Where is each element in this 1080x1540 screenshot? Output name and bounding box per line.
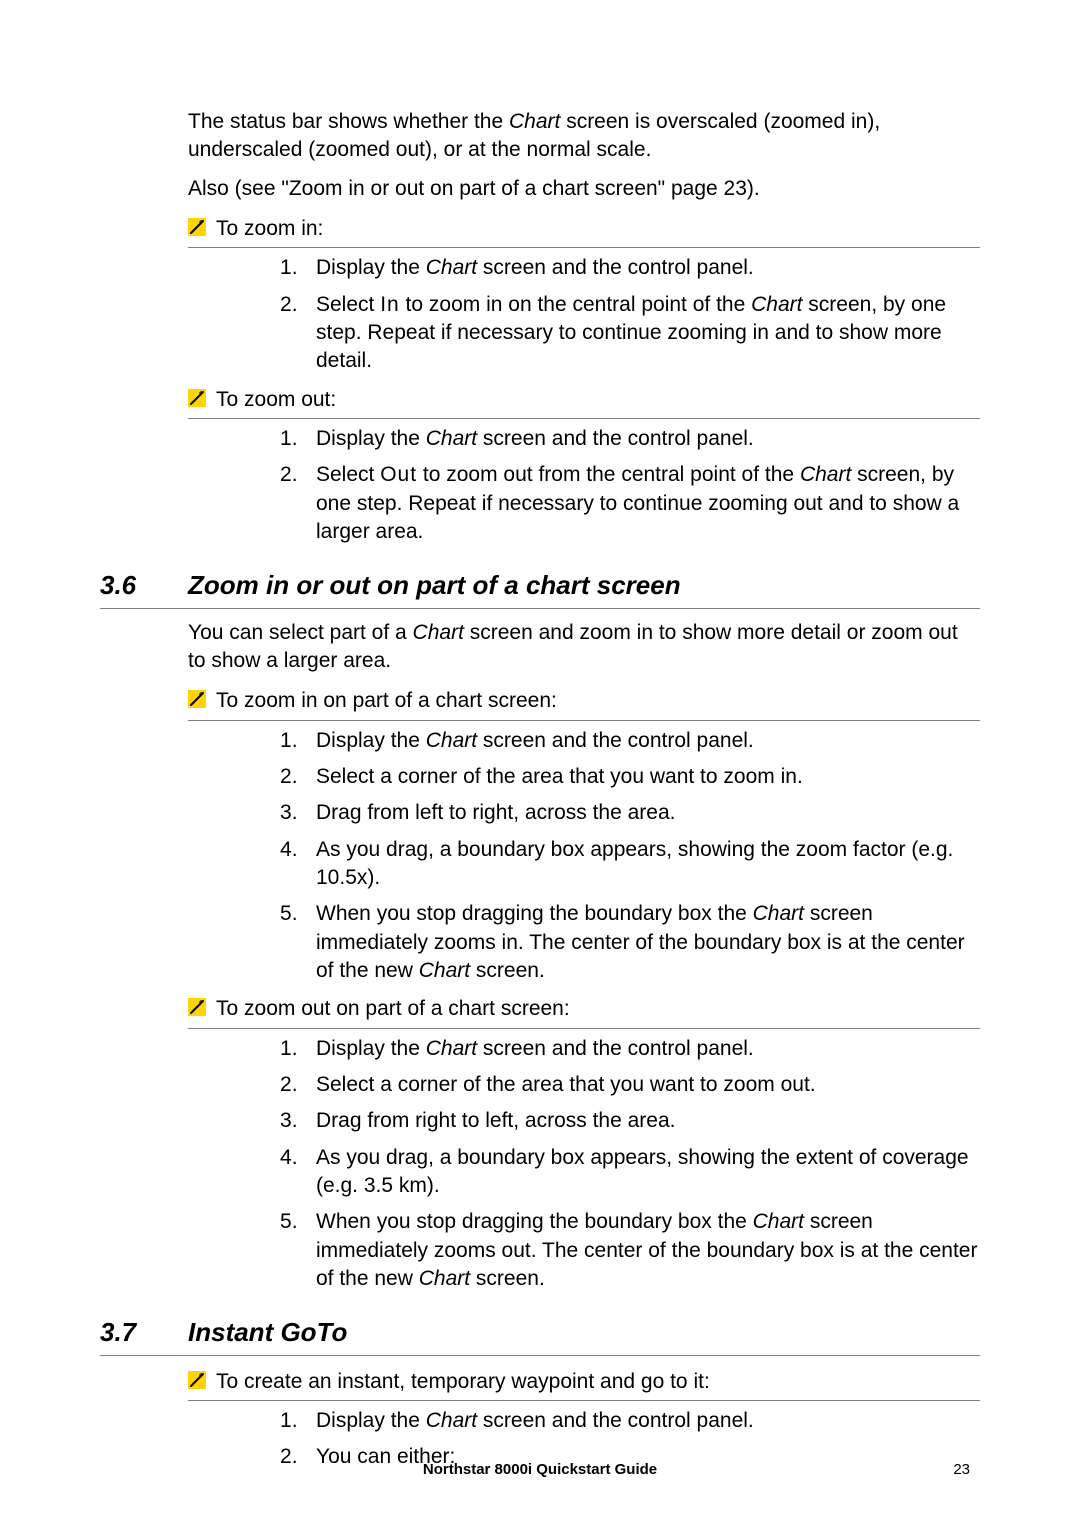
chart-term: Chart: [426, 729, 477, 752]
footer-title: Northstar 8000i Quickstart Guide: [0, 1460, 1080, 1480]
procedure-heading: To zoom out:: [188, 384, 980, 419]
section-3-6: 3.6 Zoom in or out on part of a chart sc…: [188, 568, 980, 1293]
step: Display the Chart screen and the control…: [280, 254, 980, 282]
text: When you stop dragging the boundary box …: [316, 1210, 753, 1233]
chart-term: Chart: [753, 902, 804, 925]
text: screen and the control panel.: [477, 427, 754, 450]
step-list: Display the Chart screen and the control…: [188, 1035, 980, 1294]
procedure-title: To create an instant, temporary waypoint…: [216, 1368, 980, 1396]
step: As you drag, a boundary box appears, sho…: [280, 1144, 980, 1201]
intro-paragraph-2: Also (see "Zoom in or out on part of a c…: [188, 175, 980, 203]
intro-paragraph-1: The status bar shows whether the Chart s…: [188, 108, 980, 165]
text: Display the: [316, 729, 426, 752]
step: As you drag, a boundary box appears, sho…: [280, 836, 980, 893]
step-list: Display the Chart screen and the control…: [188, 254, 980, 375]
section-3-7: 3.7 Instant GoTo To create an instant, t…: [188, 1315, 980, 1471]
procedure-title: To zoom in on part of a chart screen:: [216, 687, 980, 715]
text: Display the: [316, 1409, 426, 1432]
text: You can select part of a: [188, 621, 413, 644]
step: Drag from right to left, across the area…: [280, 1107, 980, 1135]
procedure-title: To zoom out:: [216, 386, 980, 414]
text: screen.: [470, 959, 545, 982]
ui-label-out: Out: [380, 463, 417, 486]
chart-term: Chart: [413, 621, 464, 644]
section-number: 3.6: [100, 568, 188, 603]
step: When you stop dragging the boundary box …: [280, 1208, 980, 1293]
section-heading: 3.6 Zoom in or out on part of a chart sc…: [100, 568, 980, 608]
procedure-heading: To zoom out on part of a chart screen:: [188, 993, 980, 1028]
chart-term: Chart: [426, 1037, 477, 1060]
section-intro: You can select part of a Chart screen an…: [188, 619, 980, 676]
section-number: 3.7: [100, 1315, 188, 1350]
wand-icon: [188, 998, 206, 1016]
wand-icon: [188, 218, 206, 236]
text: Select: [316, 293, 380, 316]
step: Select Out to zoom out from the central …: [280, 461, 980, 546]
text: screen and the control panel.: [477, 1409, 754, 1432]
chart-term: Chart: [419, 959, 470, 982]
wand-icon: [188, 1371, 206, 1389]
wand-icon: [188, 690, 206, 708]
chart-term: Chart: [426, 427, 477, 450]
procedure-heading: To zoom in:: [188, 213, 980, 248]
step-list: Display the Chart screen and the control…: [188, 425, 980, 546]
wand-icon: [188, 389, 206, 407]
step-list: Display the Chart screen and the control…: [188, 727, 980, 986]
text: The status bar shows whether the: [188, 110, 509, 133]
step: Display the Chart screen and the control…: [280, 425, 980, 453]
page-number: 23: [953, 1460, 970, 1480]
text: screen and the control panel.: [477, 1037, 754, 1060]
step: Display the Chart screen and the control…: [280, 1407, 980, 1435]
text: Display the: [316, 427, 426, 450]
ui-label-in: In: [380, 293, 400, 316]
text: to zoom in on the central point of the: [400, 293, 751, 316]
text: screen.: [470, 1267, 545, 1290]
procedure-zoom-out: To zoom out: Display the Chart screen an…: [188, 384, 980, 547]
step: Select a corner of the area that you wan…: [280, 763, 980, 791]
text: screen and the control panel.: [477, 729, 754, 752]
text: Select: [316, 463, 380, 486]
step: Select In to zoom in on the central poin…: [280, 291, 980, 376]
section-title: Instant GoTo: [188, 1315, 347, 1350]
chart-term: Chart: [419, 1267, 470, 1290]
procedure-heading: To zoom in on part of a chart screen:: [188, 685, 980, 720]
text: Display the: [316, 1037, 426, 1060]
section-heading: 3.7 Instant GoTo: [100, 1315, 980, 1355]
procedure-instant-goto: To create an instant, temporary waypoint…: [188, 1366, 980, 1472]
procedure-zoom-in: To zoom in: Display the Chart screen and…: [188, 213, 980, 376]
procedure-title: To zoom in:: [216, 215, 980, 243]
chart-term: Chart: [426, 1409, 477, 1432]
step: Drag from left to right, across the area…: [280, 799, 980, 827]
step: When you stop dragging the boundary box …: [280, 900, 980, 985]
text: screen and the control panel.: [477, 256, 754, 279]
text: When you stop dragging the boundary box …: [316, 902, 753, 925]
manual-page: The status bar shows whether the Chart s…: [0, 0, 1080, 1540]
section-title: Zoom in or out on part of a chart screen: [188, 568, 681, 603]
text: Display the: [316, 256, 426, 279]
procedure-title: To zoom out on part of a chart screen:: [216, 995, 980, 1023]
procedure-zoom-in-part: To zoom in on part of a chart screen: Di…: [188, 685, 980, 985]
chart-term: Chart: [800, 463, 851, 486]
procedure-zoom-out-part: To zoom out on part of a chart screen: D…: [188, 993, 980, 1293]
text: to zoom out from the central point of th…: [417, 463, 800, 486]
chart-term: Chart: [426, 256, 477, 279]
step: Display the Chart screen and the control…: [280, 727, 980, 755]
chart-term: Chart: [751, 293, 802, 316]
chart-term: Chart: [753, 1210, 804, 1233]
chart-term: Chart: [509, 110, 560, 133]
step: Display the Chart screen and the control…: [280, 1035, 980, 1063]
procedure-heading: To create an instant, temporary waypoint…: [188, 1366, 980, 1401]
step: Select a corner of the area that you wan…: [280, 1071, 980, 1099]
